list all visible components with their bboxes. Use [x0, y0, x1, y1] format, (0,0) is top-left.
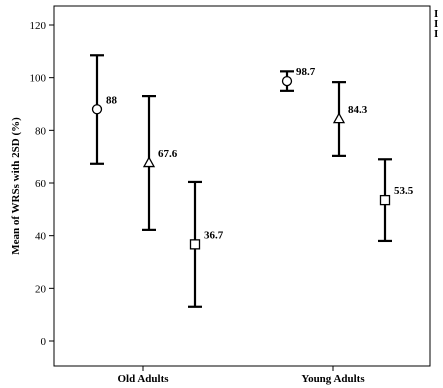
- data-label: 36.7: [204, 229, 224, 241]
- error-bars: [90, 54, 392, 308]
- data-label: 84.3: [348, 104, 368, 116]
- y-tick-label: 20: [35, 283, 47, 295]
- data-label: 88: [106, 94, 118, 106]
- y-tick-label: 80: [35, 125, 47, 137]
- y-tick-label: 60: [35, 178, 47, 190]
- mean-marker-square: [189, 239, 201, 250]
- data-labels: 88 98.7 67.6 84.3 36.7 53.5: [106, 66, 414, 241]
- mean-marker-triangle: [332, 112, 346, 124]
- x-tick-label: Young Adults: [301, 373, 365, 385]
- y-tick-label: 120: [30, 20, 47, 32]
- x-axis: Old Adults Young Adults: [117, 366, 365, 385]
- y-tick-label: 100: [30, 73, 47, 85]
- y-tick-label: 0: [41, 336, 47, 348]
- legend-entry: I: [434, 28, 438, 40]
- mean-marker-square: [379, 194, 391, 206]
- mean-marker-circle: [91, 104, 103, 115]
- data-label: 67.6: [158, 148, 178, 160]
- data-label: 98.7: [296, 66, 316, 78]
- legend-entry: I: [434, 18, 438, 30]
- y-axis-label: Mean of WRSs with 2SD (%): [10, 117, 22, 255]
- legend: III: [434, 8, 438, 40]
- y-axis: 0 20 40 60 80 100 120: [30, 20, 54, 348]
- y-tick-label: 40: [35, 231, 47, 243]
- legend-entry: I: [434, 8, 438, 20]
- mean-marker-triangle: [142, 156, 156, 168]
- mean-marker-circle: [281, 75, 293, 87]
- plot-area: [53, 5, 431, 367]
- data-label: 53.5: [394, 185, 414, 197]
- x-tick-label: Old Adults: [117, 373, 169, 385]
